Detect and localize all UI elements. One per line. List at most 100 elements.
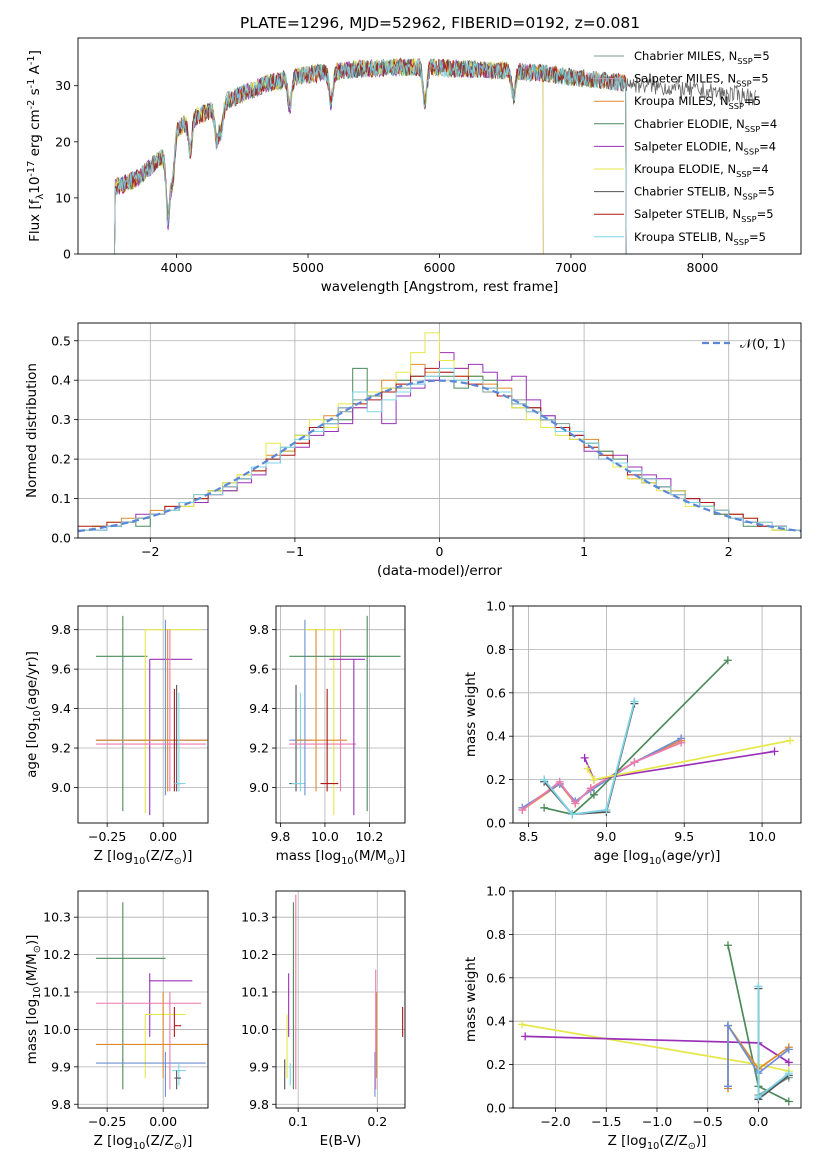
plot-area — [78, 332, 801, 533]
y-tick-label: 10.2 — [43, 947, 71, 962]
y-axis-label: age [log10(age/yr)] — [24, 651, 43, 778]
label-fragment: Normed distribution — [24, 363, 40, 498]
x-tick-label: 5000 — [292, 260, 324, 275]
label-fragment: Salpeter MILES, N — [634, 72, 736, 86]
weight-marker — [518, 805, 527, 814]
y-tick-label: 10 — [55, 190, 71, 205]
label-fragment: ⊙ — [32, 945, 43, 953]
axes-mass_vs_Z: −0.25 0.009.89.910.010.110.210.3Z [log10(… — [24, 890, 209, 1152]
axes-age_vs_mass: 9.8 10.0 10.2 9.0 9.2 9.4 9.6 9.8 mass [log10(M/… — [249, 605, 406, 867]
weight-marker — [521, 1032, 530, 1041]
y-tick-label: 9.2 — [249, 741, 269, 756]
weight-marker — [540, 775, 549, 784]
label-fragment: (Z/Z — [659, 1133, 687, 1149]
y-tick-label: 10.0 — [241, 1022, 269, 1037]
weight-marker — [723, 941, 732, 950]
legend-label: Salpeter STELIB, NSSP=5 — [634, 207, 774, 224]
y-tick-label: 0.8 — [486, 642, 506, 657]
x-tick-label: 9.8 — [271, 829, 291, 844]
y-axis-label: mass [log10(M/M⊙)] — [24, 935, 43, 1065]
y-tick-label: 9.8 — [51, 1097, 71, 1112]
x-tick-label: 10.0 — [748, 829, 776, 844]
weight-marker — [602, 805, 611, 814]
label-fragment: Kroupa MILES, N — [634, 94, 729, 108]
label-fragment: 𝒩(0, 1) — [740, 336, 786, 351]
legend-label: Kroupa MILES, NSSP=5 — [634, 94, 761, 111]
y-tick-label: 10.3 — [43, 910, 71, 925]
label-fragment: =4 — [760, 117, 777, 131]
y-tick-label: 0.3 — [51, 412, 71, 427]
label-fragment: -1 — [26, 55, 37, 65]
y-tick-label: 10.3 — [241, 910, 269, 925]
label-fragment: mass [log — [276, 848, 342, 864]
y-tick-label: 9.8 — [51, 622, 71, 637]
y-tick-label: 0.4 — [51, 373, 71, 388]
x-tick-label: −1.5 — [591, 1114, 621, 1129]
label-fragment: =4 — [759, 139, 776, 153]
label-fragment: ] — [27, 50, 43, 55]
x-tick-label: −2.0 — [540, 1114, 570, 1129]
weight-marker — [555, 777, 564, 786]
weight-line — [521, 1023, 789, 1072]
weight-marker — [586, 784, 595, 793]
label-fragment: )] — [182, 1133, 193, 1149]
y-tick-label: 0.0 — [51, 531, 71, 546]
label-fragment: SSP — [742, 192, 757, 202]
weight-marker — [630, 758, 639, 767]
x-tick-label: −0.25 — [88, 1114, 126, 1129]
weight-marker — [630, 697, 639, 706]
x-tick-label: 0.1 — [288, 1114, 308, 1129]
axes-age_vs_Z: −0.25 0.009.09.29.49.69.8Z [log10(Z/Z⊙)]a… — [24, 605, 209, 867]
axes-massweight_vs_age: 8.5 9.0 9.5 10.0 0.0 0.2 0.4 0.6 0.8 1.0 age [log1… — [463, 599, 802, 867]
x-tick-label: −1.0 — [642, 1114, 672, 1129]
y-tick-label: 20 — [55, 134, 71, 149]
label-fragment: =5 — [749, 230, 766, 244]
x-tick-label: 7000 — [555, 260, 587, 275]
weight-marker — [754, 982, 763, 991]
x-tick-label: 1 — [580, 544, 588, 559]
label-fragment: erg cm — [27, 109, 43, 160]
label-fragment: SSP — [729, 101, 744, 111]
x-tick-label: 8000 — [687, 260, 719, 275]
label-fragment: mass weight — [463, 957, 479, 1042]
weight-marker — [723, 1021, 732, 1030]
x-tick-label: −1 — [286, 544, 304, 559]
label-fragment: SSP — [736, 79, 751, 89]
y-tick-label: 9.6 — [249, 662, 269, 677]
label-fragment: =5 — [744, 94, 761, 108]
label-fragment: Chabrier ELODIE, N — [634, 117, 745, 131]
weight-marker — [754, 1093, 763, 1102]
y-tick-label: 0.0 — [486, 816, 506, 831]
label-fragment: wavelength [Angstrom, rest frame] — [321, 279, 559, 295]
y-tick-label: 9.8 — [249, 622, 269, 637]
y-tick-label: 9.4 — [51, 701, 71, 716]
label-fragment: Kroupa ELODIE, N — [634, 162, 736, 176]
x-tick-label: 0.2 — [367, 1114, 387, 1129]
y-tick-label: 10.0 — [43, 1022, 71, 1037]
y-tick-label: 0.6 — [486, 685, 506, 700]
weight-marker — [723, 1082, 732, 1091]
y-tick-label: 10.2 — [241, 947, 269, 962]
label-fragment: )] — [182, 848, 193, 864]
y-tick-label: 0.2 — [486, 772, 506, 787]
y-tick-label: 0.0 — [486, 1101, 506, 1116]
x-tick-label: 4000 — [161, 260, 193, 275]
label-fragment: -17 — [26, 161, 37, 177]
weight-marker — [540, 803, 549, 812]
label-fragment: 10 — [133, 1141, 145, 1152]
y-tick-label: 0.8 — [486, 927, 506, 942]
label-fragment: =5 — [757, 207, 774, 221]
x-axis-label: Z [log10(Z/Z⊙)] — [94, 1133, 193, 1152]
y-tick-label: 9.4 — [249, 701, 269, 716]
label-fragment: 10 — [649, 856, 661, 867]
axes-frame — [512, 605, 802, 824]
label-fragment: Z [log — [608, 1133, 647, 1149]
x-tick-label: 0 — [436, 544, 444, 559]
x-tick-label: 0.00 — [149, 1114, 177, 1129]
weight-marker — [784, 1045, 793, 1054]
label-fragment: mass [log — [24, 999, 40, 1065]
label-fragment: (Z/Z — [145, 1133, 173, 1149]
legend-label: Chabrier ELODIE, NSSP=4 — [634, 117, 777, 134]
spectrum-line — [112, 58, 544, 254]
x-tick-label: 9.0 — [596, 829, 616, 844]
